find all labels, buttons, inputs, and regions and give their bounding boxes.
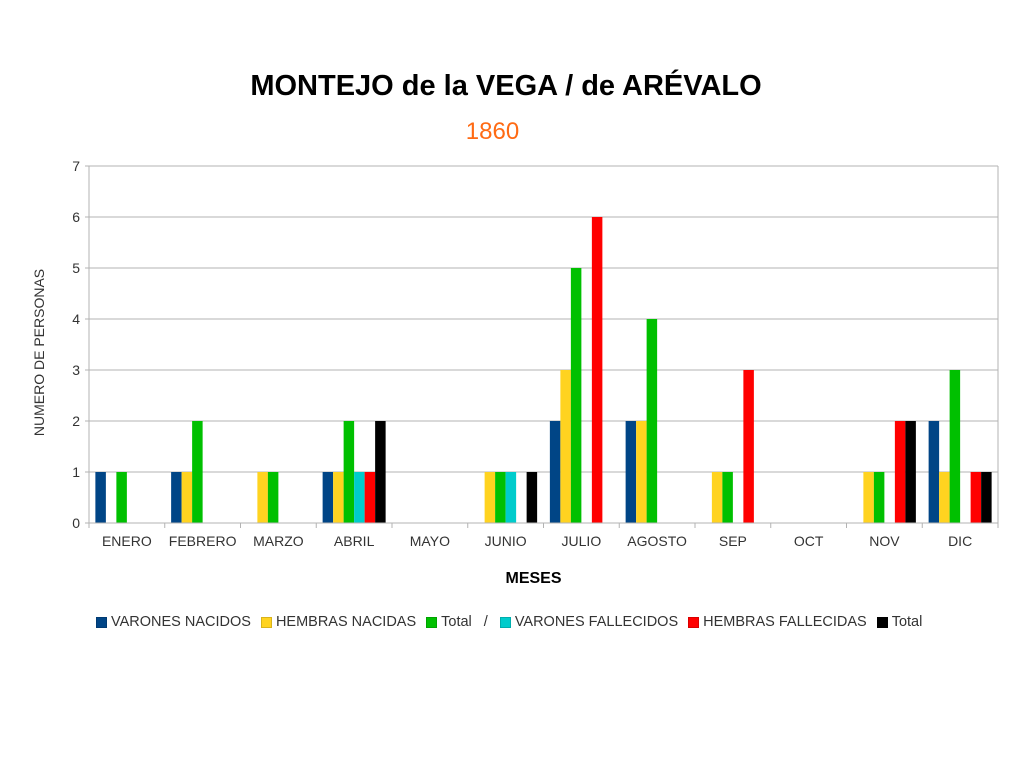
y-tick-label: 7 — [72, 158, 80, 174]
x-tick-label: JUNIO — [485, 533, 527, 549]
bar — [505, 472, 517, 523]
x-tick-label: JULIO — [562, 533, 602, 549]
x-tick-label: ENERO — [102, 533, 152, 549]
bar — [257, 472, 268, 523]
x-tick-label: MAYO — [410, 533, 450, 549]
bar — [322, 472, 334, 523]
bar — [375, 421, 386, 523]
y-tick-label: 5 — [72, 260, 80, 276]
legend-label: VARONES NACIDOS — [111, 614, 251, 630]
legend-item: VARONES NACIDOS — [96, 614, 251, 630]
x-tick-label: FEBRERO — [169, 533, 237, 549]
bar — [570, 268, 582, 523]
chart-subtitle: 1860 — [465, 118, 520, 145]
legend-label: HEMBRAS FALLECIDAS — [703, 614, 867, 630]
bar — [711, 472, 723, 523]
bar — [743, 370, 754, 523]
bar — [526, 472, 538, 523]
y-tick-label: 0 — [72, 515, 80, 531]
bar-chart: 0 1 2 3 4 5 6 7 ENERO FEBRERO MARZO ABRIL MAYO JUNIO J… — [31, 158, 999, 587]
y-tick-label: 3 — [72, 362, 80, 378]
bar — [722, 472, 733, 523]
bar — [95, 472, 106, 523]
legend-item: Total — [426, 614, 472, 630]
legend-item: VARONES FALLECIDOS — [499, 614, 679, 630]
x-tick-label: DIC — [948, 533, 972, 549]
legend-swatch — [499, 616, 511, 628]
legend-label: HEMBRAS NACIDAS — [275, 614, 417, 630]
bar — [939, 472, 950, 523]
legend-separator: / — [483, 614, 488, 630]
x-tick-label: AGOSTO — [627, 533, 687, 549]
bar — [949, 370, 961, 523]
bar — [981, 472, 992, 523]
legend-item: HEMBRAS NACIDAS — [260, 614, 417, 630]
legend-swatch — [876, 616, 888, 628]
x-tick-label: SEP — [719, 533, 747, 549]
bar — [549, 421, 561, 523]
bar — [192, 421, 203, 523]
y-tick-label: 4 — [72, 311, 80, 327]
bar — [636, 421, 647, 523]
bar — [171, 472, 182, 523]
y-tick-label: 6 — [72, 209, 80, 225]
x-tick-label: ABRIL — [334, 533, 375, 549]
x-tick-label: MARZO — [253, 533, 304, 549]
legend-item: HEMBRAS FALLECIDAS — [688, 614, 867, 630]
bar — [333, 472, 344, 523]
y-tick-label: 2 — [72, 413, 80, 429]
legend-swatch — [426, 616, 438, 628]
bar — [181, 472, 193, 523]
bar — [560, 370, 571, 523]
legend-item: Total — [876, 614, 923, 630]
bar — [625, 421, 637, 523]
legend-label: Total — [891, 614, 923, 630]
bar — [267, 472, 279, 523]
x-axis-title: MESES — [505, 570, 561, 587]
x-tick-label: OCT — [794, 533, 824, 549]
bar — [116, 472, 127, 523]
legend-swatch — [688, 616, 700, 628]
bar — [970, 472, 982, 523]
bar — [591, 217, 603, 523]
bar — [495, 472, 506, 523]
legend-label: VARONES FALLECIDOS — [514, 614, 679, 630]
bar — [894, 421, 906, 523]
bar — [863, 472, 874, 523]
legend-swatch — [260, 616, 272, 628]
bar — [343, 421, 355, 523]
bar — [873, 472, 885, 523]
y-axis-title: NUMERO DE PERSONAS — [31, 269, 47, 436]
y-tick-label: 1 — [72, 464, 80, 480]
chart-title: MONTEJO de la VEGA / de ARÉVALO — [250, 70, 762, 102]
bar — [646, 319, 658, 523]
legend-swatch — [96, 616, 107, 628]
legend-label: Total — [441, 614, 472, 630]
chart-legend: VARONES NACIDOS HEMBRAS NACIDAS Total / VARO… — [96, 614, 1016, 630]
bar — [928, 421, 940, 523]
bar — [484, 472, 496, 523]
bar — [354, 472, 365, 523]
x-tick-label: NOV — [869, 533, 900, 549]
bar — [364, 472, 376, 523]
bar — [905, 421, 916, 523]
